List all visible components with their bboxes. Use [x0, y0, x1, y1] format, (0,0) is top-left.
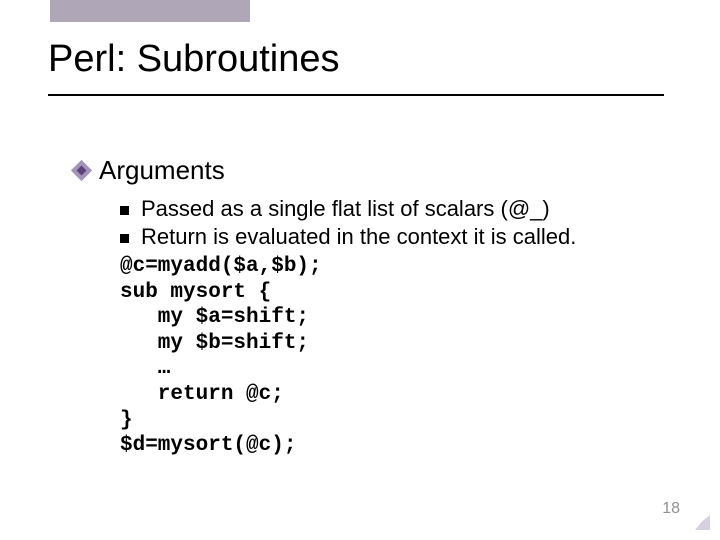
title-underline	[48, 94, 664, 96]
corner-fold-icon	[695, 515, 710, 530]
code-block: @c=myadd($a,$b); sub mysort { my $a=shif…	[120, 254, 674, 459]
bullet-level2-text: Return is evaluated in the context it is…	[141, 224, 576, 250]
bullet-level2-group: Passed as a single flat list of scalars …	[120, 196, 674, 250]
slide-title: Perl: Subroutines	[48, 38, 340, 81]
square-bullet-icon	[120, 234, 129, 243]
bullet-level2-text: Passed as a single flat list of scalars …	[141, 196, 550, 222]
slide-body: Arguments Passed as a single flat list o…	[74, 155, 674, 459]
square-bullet-icon	[120, 206, 129, 215]
slide: Perl: Subroutines Arguments Passed as a …	[0, 0, 720, 540]
page-number: 18	[662, 500, 680, 518]
bullet-level2-row: Return is evaluated in the context it is…	[120, 224, 674, 250]
top-accent-bar	[50, 0, 250, 22]
bullet-level1-text: Arguments	[99, 155, 225, 186]
diamond-bullet-icon	[74, 163, 89, 178]
bullet-level1-row: Arguments	[74, 155, 674, 186]
bullet-level2-row: Passed as a single flat list of scalars …	[120, 196, 674, 222]
